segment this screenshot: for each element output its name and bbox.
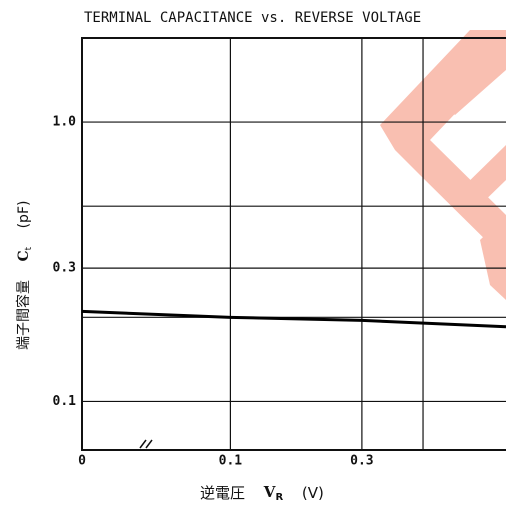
data-line [82, 311, 506, 326]
x-tick-label: 0.1 [219, 454, 243, 469]
y-axis-label: 端子間容量 Ct (pF) [15, 201, 36, 350]
y-label-unit: (pF) [16, 201, 32, 229]
x-tick-label: 0 [78, 454, 86, 469]
y-label-sub: t [24, 246, 34, 250]
axis-break [140, 440, 152, 448]
y-label-symbol: C [16, 250, 32, 261]
x-label-symbol: V [263, 483, 276, 501]
y-tick-label: 0.1 [53, 394, 77, 409]
y-tick-label: 1.0 [53, 115, 77, 130]
y-label-text: 端子間容量 [15, 280, 32, 350]
watermark [380, 30, 506, 300]
x-tick-label: 0.3 [350, 454, 373, 469]
chart-title: TERMINAL CAPACITANCE vs. REVERSE VOLTAGE [84, 10, 421, 26]
x-label-text: 逆電圧 [200, 484, 245, 502]
x-label-sub: R [275, 492, 283, 503]
chart: TERMINAL CAPACITANCE vs. REVERSE VOLTAGE… [0, 0, 506, 505]
y-tick-label: 0.3 [53, 261, 76, 276]
x-axis-label: 逆電圧 VR (V) [200, 483, 324, 505]
x-label-unit: (V) [302, 484, 324, 502]
